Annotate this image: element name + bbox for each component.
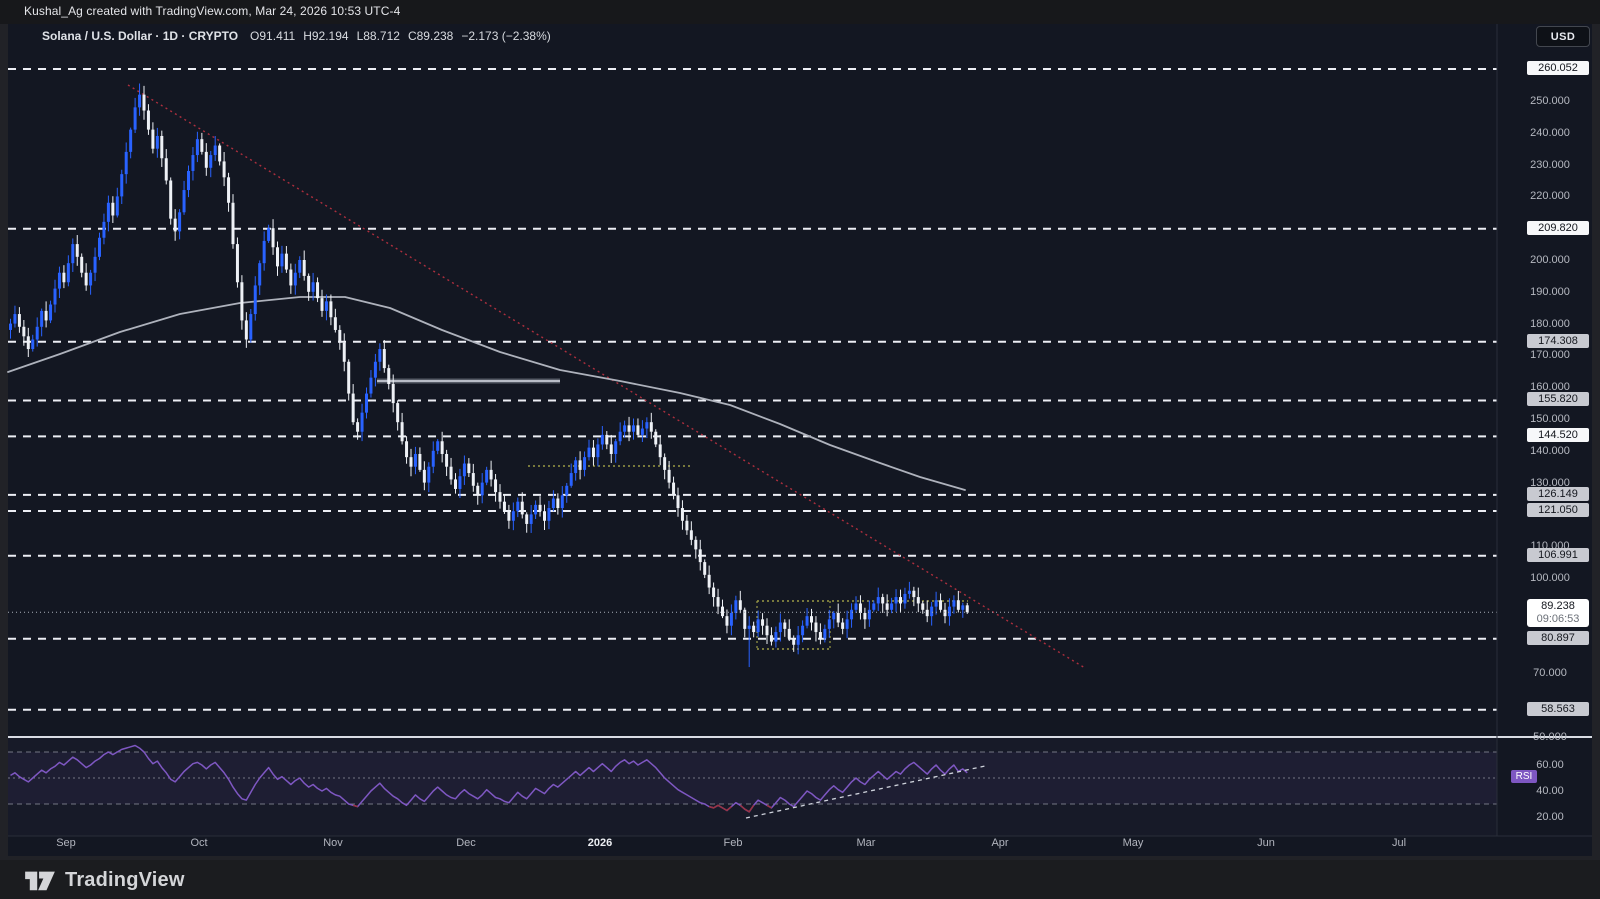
rsi-indicator-badge: RSI [1511, 770, 1537, 783]
price-level-badge: 58.563 [1527, 701, 1589, 716]
axis-borders [8, 24, 1592, 837]
rsi-tick-label: 60.00 [1536, 759, 1564, 771]
symbol-legend: Solana / U.S. Dollar · 1D · CRYPTO O91.41… [42, 29, 559, 43]
currency-toggle-button[interactable]: USD [1536, 26, 1590, 47]
symbol-title: Solana / U.S. Dollar · 1D · CRYPTO [42, 29, 239, 43]
attribution-text: Kushal_Ag created with TradingView.com, … [24, 4, 401, 18]
price-level-badge: 121.050 [1527, 503, 1589, 518]
price-tick-label: 250.000 [1530, 95, 1570, 107]
price-tick-label: 150.000 [1530, 413, 1570, 425]
footer-bar: TradingView [0, 860, 1600, 899]
current-price-badge: 89.238 09:06:53 [1527, 599, 1589, 628]
ohlc-high: H92.194 [303, 29, 349, 43]
rsi-tick-label: 20.00 [1536, 811, 1564, 823]
price-tick-label: 160.000 [1530, 381, 1570, 394]
time-axis-label: Mar [856, 837, 876, 849]
tradingview-logo-text: TradingView [65, 868, 185, 891]
time-axis-label: May [1122, 837, 1144, 849]
price-level-badge: 126.149 [1527, 486, 1589, 501]
time-axis-label: Apr [991, 837, 1009, 849]
time-axis-label: Dec [456, 837, 476, 849]
pane-backgrounds [8, 738, 1497, 836]
price-level-badge: 209.820 [1527, 220, 1589, 235]
time-axis-label: 2026 [587, 837, 613, 849]
change-value: −2.173 (−2.38%) [461, 29, 551, 43]
price-level-badge: 80.897 [1527, 630, 1589, 645]
time-axis-label: Jul [1391, 837, 1407, 849]
gray-ray [377, 378, 560, 384]
price-level-badge: 260.052 [1527, 61, 1589, 76]
price-level-badge: 174.308 [1527, 333, 1589, 348]
price-tick-label: 130.000 [1530, 476, 1570, 489]
time-axis[interactable]: Sep Oct Nov Dec 2026 Feb Mar Apr May Jun Jul [8, 837, 1497, 856]
support-resistance-lines [8, 68, 1497, 711]
rsi-tick-label: 40.00 [1536, 785, 1564, 797]
candlestick-layer [9, 83, 969, 668]
down-trendline [127, 84, 1086, 669]
ohlc-low: L88.712 [356, 29, 400, 43]
price-axis[interactable]: 250.000 240.000 230.000 220.000 200.000 190.0… [1497, 24, 1592, 836]
price-level-badge: 106.991 [1527, 547, 1589, 562]
time-axis-label: Oct [190, 837, 208, 849]
price-tick-label: 100.000 [1530, 572, 1570, 584]
rsi-pane [8, 744, 1497, 819]
range-drawings [528, 465, 968, 650]
price-tick-label: 180.000 [1530, 317, 1570, 330]
time-axis-label: Nov [323, 837, 343, 849]
price-tick-label: 140.000 [1530, 444, 1570, 457]
chart-widget-background [8, 24, 1592, 856]
price-tick-label: 190.000 [1530, 285, 1570, 298]
moving-average-line [7, 296, 966, 491]
price-level-badge: 144.520 [1527, 428, 1589, 443]
ohlc-close: C89.238 [407, 29, 454, 43]
attribution-bar: Kushal_Ag created with TradingView.com, … [0, 0, 1600, 24]
tradingview-logo[interactable]: TradingView [24, 867, 185, 893]
price-level-badge: 155.820 [1527, 392, 1589, 407]
price-tick-label: 200.000 [1530, 254, 1570, 266]
price-tick-label: 170.000 [1530, 349, 1570, 362]
time-axis-label: Sep [56, 837, 76, 849]
tradingview-logo-icon [25, 871, 55, 891]
price-tick-label: 70.000 [1533, 667, 1567, 680]
time-axis-label: Feb [723, 837, 743, 849]
price-tick-label: 220.000 [1530, 190, 1570, 203]
price-tick-label: 240.000 [1530, 126, 1570, 139]
price-tick-label: 50.000 [1533, 731, 1567, 743]
ohlc-open: O91.411 [250, 29, 296, 43]
price-tick-label: 230.000 [1530, 158, 1570, 171]
time-axis-label: Jun [1257, 837, 1275, 849]
